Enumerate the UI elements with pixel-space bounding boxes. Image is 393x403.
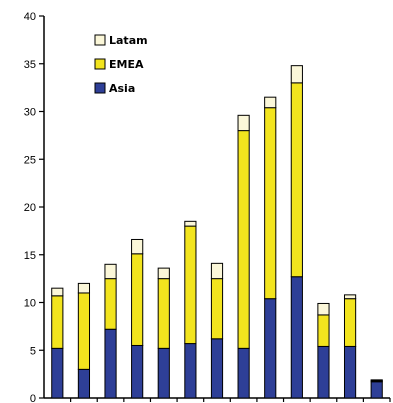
legend-swatch-emea <box>94 58 106 70</box>
legend-swatch-asia <box>94 82 106 94</box>
bar-segment-asia <box>184 343 197 399</box>
bar-segment-emea <box>51 295 64 349</box>
bar-segment-asia <box>343 345 357 399</box>
bar-segment-emea <box>184 225 197 345</box>
y-tick-label: 20 <box>24 202 36 214</box>
bars <box>51 65 383 399</box>
legend-label-emea: EMEA <box>109 58 144 71</box>
bar-segment-asia <box>104 328 117 399</box>
legend-swatch-latam <box>94 34 106 46</box>
bar-segment-asia <box>210 338 224 399</box>
bar-segment-asia <box>317 345 330 399</box>
y-tick-label: 25 <box>24 154 36 166</box>
y-tick-label: 15 <box>24 250 36 262</box>
bar-segment-emea <box>343 298 357 347</box>
bar-segment-latam <box>77 282 91 294</box>
bar-segment-asia <box>131 344 144 399</box>
bar-segment-latam <box>184 220 197 227</box>
bar-segment-emea <box>317 314 330 347</box>
bar-segment-latam <box>290 65 303 84</box>
bar-segment-emea <box>264 107 277 300</box>
y-tick-label: 35 <box>24 59 36 71</box>
bar-segment-latam <box>237 114 250 132</box>
bar-segment-emea <box>131 253 144 346</box>
legend-label-asia: Asia <box>109 82 135 95</box>
y-tick-label: 30 <box>24 107 36 119</box>
bar-segment-emea <box>210 278 224 340</box>
y-tick-label: 0 <box>30 393 36 403</box>
bar-segment-emea <box>104 278 117 330</box>
y-tick-label: 5 <box>30 345 36 357</box>
x-axis <box>44 397 391 402</box>
bar-segment-emea <box>157 278 170 349</box>
bar-segment-emea <box>290 82 303 278</box>
bar-segment-asia <box>370 381 383 399</box>
bar-segment-latam <box>104 263 117 280</box>
bar-segment-latam <box>51 287 64 297</box>
bar-segment-latam <box>317 302 330 316</box>
bar-segment-asia <box>237 347 250 399</box>
bar-segment-latam <box>264 96 277 109</box>
bar-segment-asia <box>290 276 303 399</box>
bar-segment-emea <box>237 130 250 349</box>
bar-segment-asia <box>264 298 277 399</box>
y-axis: 0 5 10 15 20 25 30 35 40 <box>24 11 45 403</box>
y-tick-label: 40 <box>24 11 36 23</box>
bar-segment-latam <box>157 267 170 280</box>
bar-segment-latam <box>131 238 144 255</box>
bar-segment-emea <box>77 292 91 370</box>
bar-segment-asia <box>77 368 91 399</box>
bar-segment-asia <box>51 347 64 399</box>
legend: Latam EMEA Asia <box>94 34 148 95</box>
legend-label-latam: Latam <box>109 34 148 47</box>
bar-segment-latam <box>210 262 224 280</box>
bar-segment-latam <box>370 379 383 382</box>
bar-segment-asia <box>157 347 170 399</box>
bar-segment-latam <box>343 294 357 300</box>
y-tick-label: 10 <box>24 298 36 310</box>
